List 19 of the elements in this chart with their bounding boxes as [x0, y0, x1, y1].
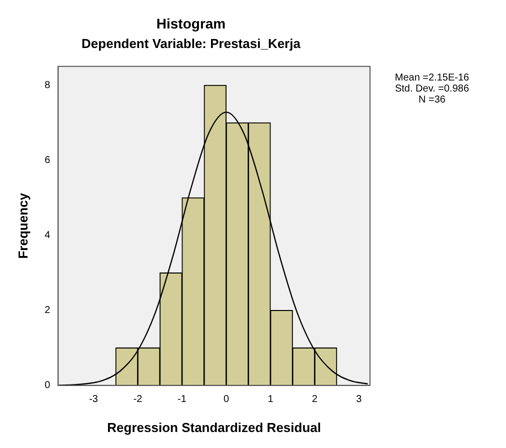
x-tick-label: 3: [356, 394, 362, 406]
text: N =36: [418, 94, 446, 106]
y-tick-label: 6: [44, 154, 51, 166]
text: Std. Dev. =0.986: [394, 83, 470, 94]
x-tick-label: -3: [89, 394, 98, 406]
y-tick-label: 8: [44, 80, 51, 91]
chart-title: Histogram: [156, 15, 226, 32]
x-tick-label: 1: [268, 394, 274, 406]
text: Mean =2.15E-16: [394, 72, 470, 84]
y-tick-label: 2: [44, 305, 51, 316]
x-tick-label: -1: [178, 394, 187, 406]
x-axis-title: Regression Standardized Residual: [107, 420, 322, 435]
x-tick-label: -2: [133, 394, 143, 406]
y-tick-label: 0: [44, 380, 51, 392]
x-tick-label: 2: [312, 394, 318, 406]
y-axis-title: Frequency: [15, 192, 30, 259]
y-tick-label: 4: [44, 230, 51, 242]
x-tick-label: 0: [223, 394, 230, 406]
chart-subtitle: Dependent Variable: Prestasi_Kerja: [82, 36, 302, 52]
